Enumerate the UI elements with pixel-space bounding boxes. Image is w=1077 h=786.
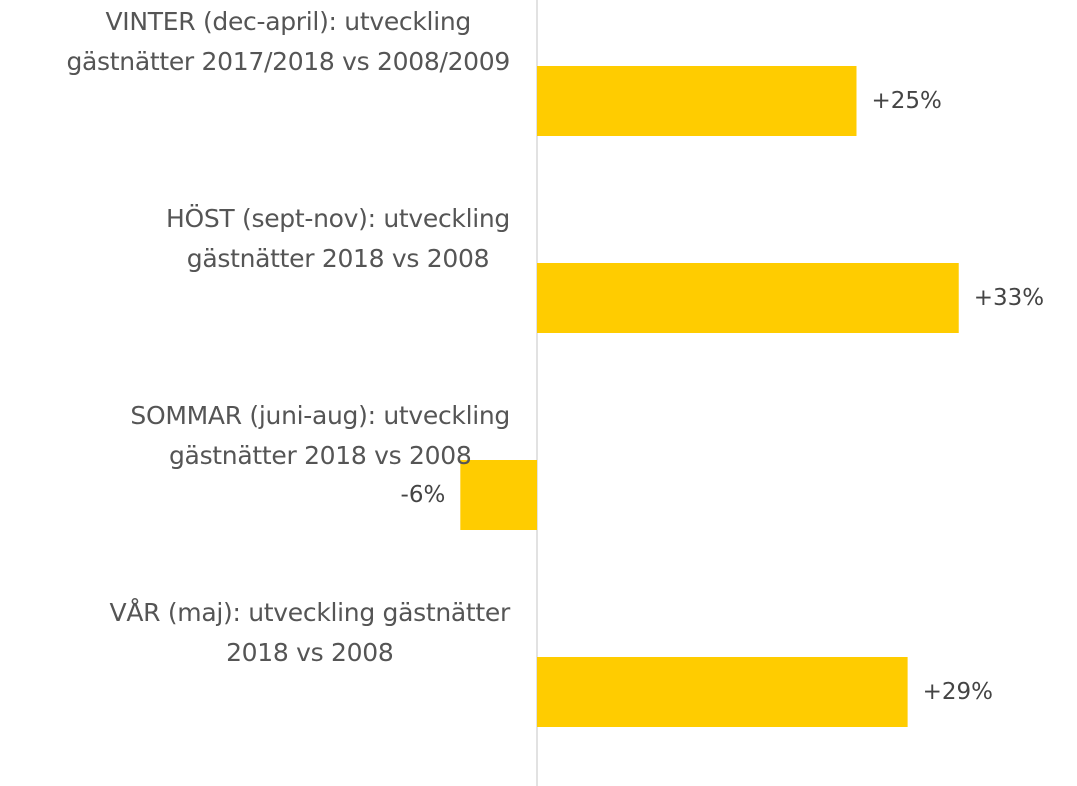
- bar: [537, 657, 908, 727]
- value-label: +29%: [922, 679, 994, 705]
- category-label: VINTER (dec-april): utveckling gästnätte…: [66, 7, 510, 76]
- value-label: +33%: [973, 285, 1045, 311]
- category-label: VÅR (maj): utveckling gästnätter 2018 vs…: [109, 598, 511, 667]
- category-label: SOMMAR (juni-aug): utveckling gästnätter…: [130, 401, 510, 470]
- bar: [460, 460, 537, 530]
- bar: [537, 263, 959, 333]
- category-label: HÖST (sept-nov): utveckling gästnätter 2…: [165, 204, 510, 273]
- value-label: +25%: [871, 88, 942, 114]
- value-label: -6%: [400, 482, 446, 508]
- bar: [537, 66, 857, 136]
